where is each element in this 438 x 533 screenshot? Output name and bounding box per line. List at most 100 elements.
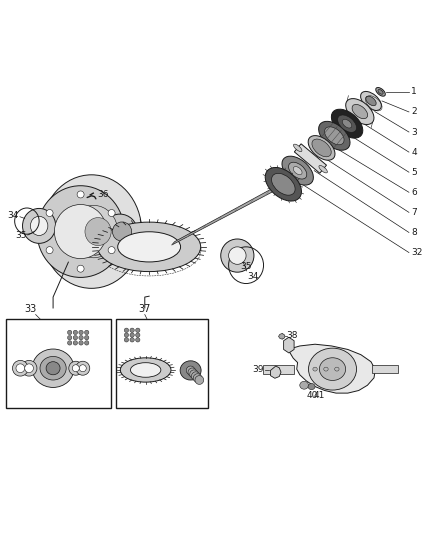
Ellipse shape xyxy=(124,328,129,333)
Ellipse shape xyxy=(293,167,302,175)
Text: 33: 33 xyxy=(25,304,37,313)
Text: 37: 37 xyxy=(138,304,151,313)
Ellipse shape xyxy=(79,341,83,345)
Text: 4: 4 xyxy=(411,148,417,157)
Ellipse shape xyxy=(22,208,56,244)
Ellipse shape xyxy=(85,341,89,345)
Polygon shape xyxy=(294,144,326,173)
Ellipse shape xyxy=(308,135,335,160)
Ellipse shape xyxy=(300,381,308,389)
Ellipse shape xyxy=(229,247,246,264)
Ellipse shape xyxy=(131,362,161,377)
Ellipse shape xyxy=(130,333,134,337)
Text: 35: 35 xyxy=(15,231,27,239)
Ellipse shape xyxy=(378,90,383,94)
Ellipse shape xyxy=(67,335,72,340)
Ellipse shape xyxy=(120,358,171,382)
Ellipse shape xyxy=(318,122,350,150)
Text: 3: 3 xyxy=(411,127,417,136)
Ellipse shape xyxy=(366,96,376,106)
Ellipse shape xyxy=(193,374,202,383)
Ellipse shape xyxy=(346,99,374,125)
Text: 6: 6 xyxy=(411,188,417,197)
Ellipse shape xyxy=(85,330,89,335)
Ellipse shape xyxy=(77,191,84,198)
Ellipse shape xyxy=(98,222,201,272)
Polygon shape xyxy=(271,366,281,378)
Bar xyxy=(263,365,294,374)
Text: 41: 41 xyxy=(314,391,325,400)
Bar xyxy=(372,365,398,374)
Polygon shape xyxy=(284,337,294,353)
Ellipse shape xyxy=(12,360,28,376)
Text: 36: 36 xyxy=(98,190,109,199)
Ellipse shape xyxy=(265,167,301,201)
Ellipse shape xyxy=(67,341,72,345)
Text: 38: 38 xyxy=(287,331,298,340)
Text: 39: 39 xyxy=(252,365,264,374)
Ellipse shape xyxy=(54,205,107,259)
Ellipse shape xyxy=(70,205,118,258)
Polygon shape xyxy=(288,344,375,393)
Ellipse shape xyxy=(335,367,339,371)
Ellipse shape xyxy=(41,175,142,288)
Ellipse shape xyxy=(221,239,254,272)
Ellipse shape xyxy=(136,328,140,333)
Ellipse shape xyxy=(73,341,78,345)
Ellipse shape xyxy=(272,173,295,195)
Ellipse shape xyxy=(102,214,138,249)
Text: 8: 8 xyxy=(411,228,417,237)
Ellipse shape xyxy=(30,216,48,236)
Ellipse shape xyxy=(32,349,74,387)
Ellipse shape xyxy=(85,217,111,246)
Ellipse shape xyxy=(293,144,302,151)
Ellipse shape xyxy=(332,109,363,138)
Text: 40: 40 xyxy=(306,391,318,400)
Ellipse shape xyxy=(325,127,344,145)
Ellipse shape xyxy=(25,364,33,373)
Ellipse shape xyxy=(79,335,83,340)
Ellipse shape xyxy=(67,330,72,335)
Ellipse shape xyxy=(108,247,115,254)
Ellipse shape xyxy=(338,115,357,132)
Ellipse shape xyxy=(124,338,129,342)
Text: 34: 34 xyxy=(7,212,19,220)
Ellipse shape xyxy=(308,348,357,390)
Text: 35: 35 xyxy=(240,262,251,271)
Text: 5: 5 xyxy=(411,168,417,177)
Ellipse shape xyxy=(186,366,195,375)
Ellipse shape xyxy=(46,209,53,216)
Text: 7: 7 xyxy=(411,208,417,217)
Ellipse shape xyxy=(282,156,313,185)
Ellipse shape xyxy=(79,330,83,335)
Ellipse shape xyxy=(188,368,197,377)
Ellipse shape xyxy=(136,338,140,342)
Text: 34: 34 xyxy=(247,272,259,281)
Polygon shape xyxy=(172,181,286,245)
Ellipse shape xyxy=(130,338,134,342)
Text: 32: 32 xyxy=(411,248,423,257)
Ellipse shape xyxy=(312,139,331,157)
Ellipse shape xyxy=(190,370,198,378)
Ellipse shape xyxy=(180,361,201,380)
Ellipse shape xyxy=(279,334,285,339)
Text: 1: 1 xyxy=(411,87,417,96)
Ellipse shape xyxy=(376,87,385,96)
Ellipse shape xyxy=(124,333,129,337)
Ellipse shape xyxy=(195,376,204,384)
Ellipse shape xyxy=(130,328,134,333)
Ellipse shape xyxy=(37,185,124,277)
Ellipse shape xyxy=(360,92,381,110)
Ellipse shape xyxy=(73,335,78,340)
Ellipse shape xyxy=(69,361,83,375)
Ellipse shape xyxy=(46,362,60,375)
Ellipse shape xyxy=(289,162,307,179)
Bar xyxy=(117,319,208,408)
Ellipse shape xyxy=(113,222,132,241)
Ellipse shape xyxy=(319,165,327,173)
Ellipse shape xyxy=(40,357,66,380)
Ellipse shape xyxy=(16,364,25,373)
Ellipse shape xyxy=(108,209,115,216)
Ellipse shape xyxy=(79,365,86,372)
Ellipse shape xyxy=(343,119,352,128)
